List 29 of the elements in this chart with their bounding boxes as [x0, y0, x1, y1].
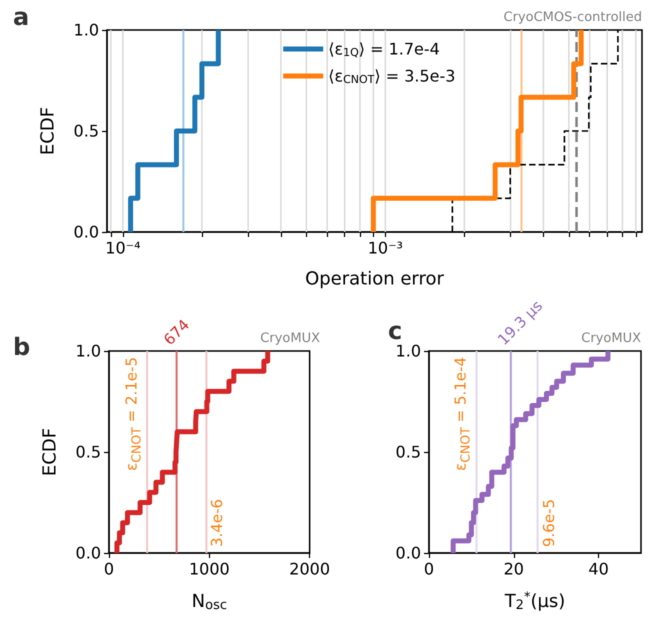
legend-label: ⟨εCNOT⟩ = 3.5e-3: [328, 66, 456, 86]
x-tick-label: 10⁻⁴: [105, 238, 140, 258]
annotation: 9.6e-5: [540, 498, 558, 547]
legend-label: ⟨ε1Q⟩ = 1.7e-4: [328, 40, 440, 59]
x-tick-label: 1000: [188, 560, 230, 578]
x-tick-label: 0: [104, 560, 114, 578]
x-tick-label: 10⁻³: [368, 238, 403, 258]
ref-line-label: 674: [160, 316, 193, 349]
x-tick-label: 20: [504, 560, 524, 578]
x-tick-label: 2000: [289, 560, 330, 578]
y-tick-label: 0.5: [76, 442, 101, 462]
x-tick-label: 0: [424, 560, 434, 578]
y-tick-label: 0.0: [396, 544, 421, 562]
text: CryoMUX: [581, 331, 641, 347]
chart-title: a: [13, 3, 30, 31]
annotation: 3.4e-6: [208, 498, 227, 547]
text: CryoCMOS-controlled: [504, 10, 642, 26]
y-tick-label: 0.5: [74, 122, 99, 140]
x-tick-label: 40: [588, 560, 609, 578]
y-axis-title: ECDF: [40, 428, 60, 476]
y-tick-label: 0.5: [396, 442, 421, 462]
x-axis-title: Operation error: [305, 268, 445, 290]
chart-title: b: [13, 333, 30, 361]
y-tick-label: 1.0: [76, 342, 101, 360]
y-tick-label: 0.0: [74, 222, 99, 242]
y-tick-label: 0.0: [76, 544, 101, 562]
text: CryoMUX: [260, 331, 320, 347]
y-axis-title: ECDF: [38, 106, 58, 156]
y-tick-label: 1.0: [74, 20, 99, 40]
